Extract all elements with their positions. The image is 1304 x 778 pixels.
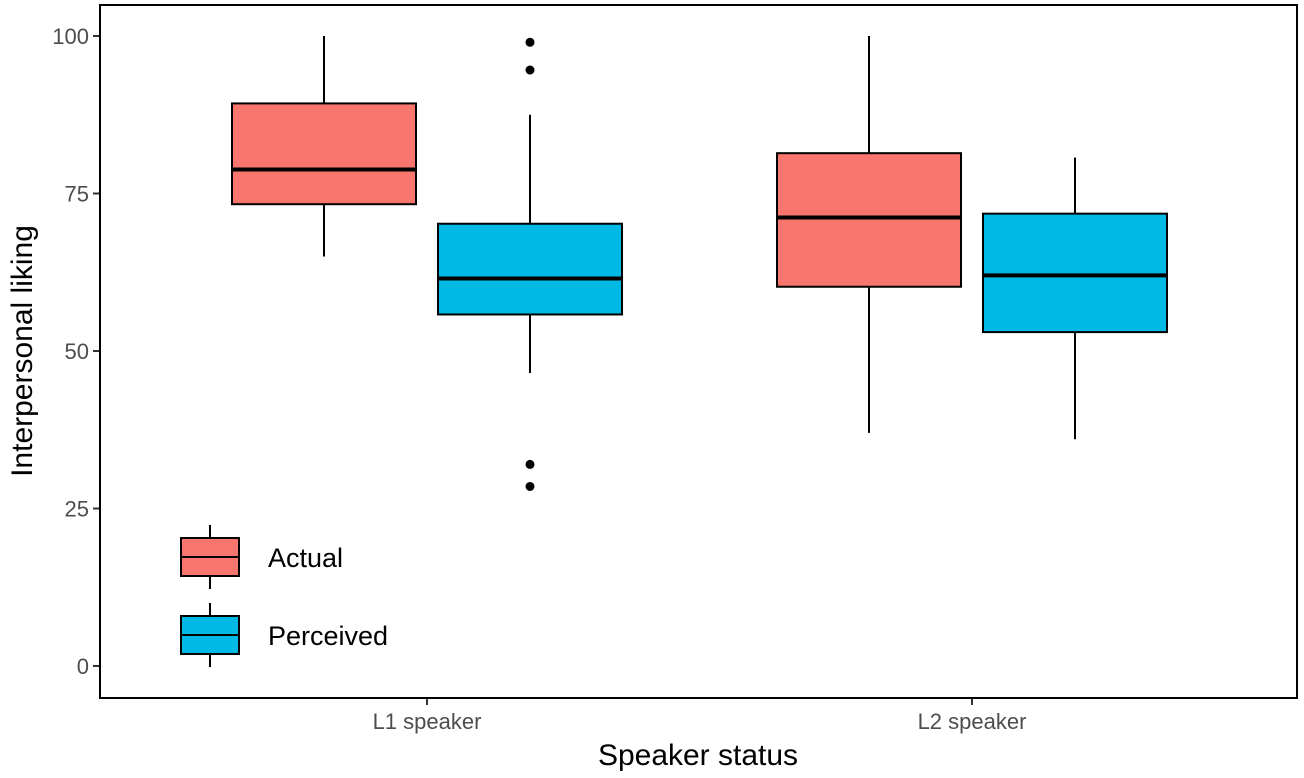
legend-label-actual: Actual: [268, 543, 343, 573]
y-tick-label: 100: [52, 24, 89, 49]
outlier-point: [525, 65, 535, 75]
x-tick-label: L1 speaker: [373, 709, 482, 734]
box-actual-l2-speaker: [776, 36, 962, 433]
y-tick-label: 50: [65, 339, 89, 364]
y-tick-label: 25: [65, 497, 89, 522]
y-axis-ticks: 0 25 50 75 100: [52, 24, 100, 679]
box-perceived-l2-speaker: [982, 157, 1168, 440]
outlier-point: [525, 37, 535, 47]
x-axis-ticks: L1 speaker L2 speaker: [373, 698, 1027, 734]
legend-key-perceived: [180, 603, 240, 667]
legend-key-actual: [180, 525, 240, 589]
legend-label-perceived: Perceived: [268, 621, 388, 651]
y-tick-label: 0: [77, 654, 89, 679]
y-axis-title: Interpersonal liking: [6, 225, 39, 477]
iqr-box: [231, 102, 417, 206]
y-tick-label: 75: [65, 182, 89, 207]
iqr-box: [437, 222, 623, 316]
plot-panel-border: [99, 4, 1298, 699]
outlier-point: [525, 459, 535, 469]
box-layer: [231, 36, 1168, 491]
outlier-point: [525, 481, 535, 491]
iqr-box: [982, 212, 1168, 334]
box-actual-l1-speaker: [231, 36, 417, 257]
legend: Actual Perceived: [180, 525, 388, 667]
x-tick-label: L2 speaker: [918, 709, 1027, 734]
iqr-box: [776, 152, 962, 288]
x-axis-title: Speaker status: [598, 739, 798, 772]
box-perceived-l1-speaker: [437, 37, 623, 491]
